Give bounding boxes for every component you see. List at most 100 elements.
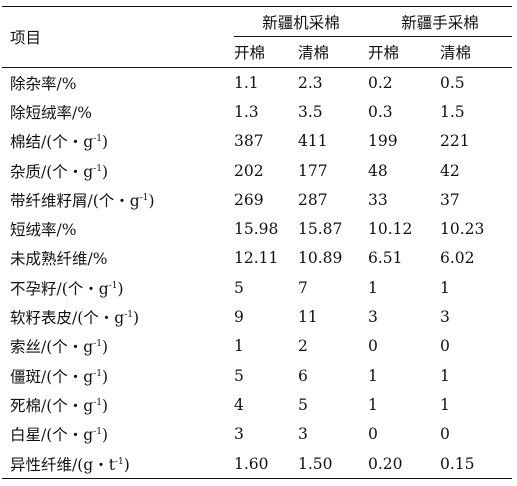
header-group-hand: 新疆手采棉 bbox=[368, 6, 512, 37]
table-body: 除杂率/% 1.1 2.3 0.2 0.5 除短绒率/% 1.3 3.5 0.3 1.5 棉结/(个… bbox=[2, 68, 512, 480]
cell-hand-open: 6.51 bbox=[368, 249, 403, 268]
cell-hand-clean: 0.15 bbox=[440, 448, 512, 480]
cell-hand-open: 0.3 bbox=[368, 102, 393, 121]
cell-hand-clean: 1.5 bbox=[440, 102, 465, 121]
cell-hand-open: 33 bbox=[368, 190, 388, 209]
cell-hand-clean: 1 bbox=[440, 395, 450, 414]
table-row: 不孕籽/(个・g-1) 5 7 1 1 bbox=[2, 273, 512, 302]
cell-machine-open: 1.1 bbox=[234, 73, 259, 92]
row-label-text: 除杂率/% bbox=[10, 74, 77, 93]
row-label: 除杂率/% bbox=[2, 68, 234, 98]
row-label-suffix: ) bbox=[101, 133, 109, 152]
cell-machine-clean: 2.3 bbox=[298, 73, 323, 92]
cell-hand-clean: 42 bbox=[440, 161, 460, 180]
table-row: 白星/(个・g-1) 3 3 0 0 bbox=[2, 420, 512, 449]
row-label: 短绒率/% bbox=[2, 214, 234, 243]
cell-machine-open: 15.98 bbox=[234, 220, 279, 239]
cell-machine-clean: 6 bbox=[298, 366, 308, 385]
row-label-text: 短绒率/% bbox=[10, 221, 77, 240]
row-label-suffix: ) bbox=[132, 309, 140, 328]
row-label-suffix: ) bbox=[101, 367, 109, 386]
row-label-suffix: ) bbox=[148, 191, 155, 210]
table-row: 索丝/(个・g-1) 1 2 0 0 bbox=[2, 332, 512, 361]
row-label-text: 白星/(个・g bbox=[10, 426, 94, 445]
cell-hand-clean: 10.23 bbox=[440, 220, 485, 239]
cell-hand-open: 10.12 bbox=[368, 220, 413, 239]
row-label-text: 僵斑/(个・g bbox=[10, 367, 94, 386]
cell-machine-clean: 10.89 bbox=[298, 249, 343, 268]
cell-machine-open: 5 bbox=[234, 278, 244, 297]
unit-superscript: -1 bbox=[93, 163, 102, 174]
cell-machine-open: 1 bbox=[234, 337, 244, 356]
cell-machine-open: 9 bbox=[234, 308, 244, 327]
cell-hand-clean: 1 bbox=[440, 278, 450, 297]
row-label: 异性纤维/(g・t-1) bbox=[2, 448, 234, 480]
table-row: 异性纤维/(g・t-1) 1.60 1.50 0.20 0.15 bbox=[2, 448, 512, 480]
row-label-text: 未成熟纤维/% bbox=[10, 250, 108, 269]
table-row: 除短绒率/% 1.3 3.5 0.3 1.5 bbox=[2, 97, 512, 126]
table-row: 除杂率/% 1.1 2.3 0.2 0.5 bbox=[2, 68, 512, 98]
row-label-text: 除短绒率/% bbox=[10, 103, 92, 122]
cell-hand-open: 0.20 bbox=[368, 448, 440, 480]
row-label: 死棉/(个・g-1) bbox=[2, 390, 234, 419]
unit-superscript: -1 bbox=[93, 368, 102, 379]
table-row: 软籽表皮/(个・g-1) 9 11 3 3 bbox=[2, 302, 512, 331]
row-label-text: 索丝/(个・g bbox=[10, 338, 94, 357]
table-row: 杂质/(个・g-1) 202 177 48 42 bbox=[2, 156, 512, 185]
row-label-suffix: ) bbox=[123, 455, 130, 474]
row-label-suffix: ) bbox=[101, 396, 109, 415]
cell-machine-clean: 287 bbox=[298, 190, 328, 209]
cell-hand-clean: 221 bbox=[440, 132, 470, 151]
cell-machine-clean: 177 bbox=[298, 161, 328, 180]
cell-machine-open: 12.11 bbox=[234, 249, 279, 268]
cell-machine-open: 387 bbox=[234, 132, 264, 151]
cell-machine-clean: 2 bbox=[298, 337, 308, 356]
unit-superscript: -1 bbox=[108, 280, 118, 291]
row-label: 除短绒率/% bbox=[2, 97, 234, 126]
table-header: 项目 新疆机采棉 新疆手采棉 开棉 清棉 开棉 清棉 bbox=[2, 6, 512, 68]
cell-machine-clean: 3 bbox=[298, 425, 308, 444]
row-label: 棉结/(个・g-1) bbox=[2, 127, 234, 156]
row-label: 杂质/(个・g-1) bbox=[2, 156, 234, 185]
row-label-suffix: ) bbox=[117, 279, 124, 298]
cell-machine-open: 269 bbox=[234, 190, 264, 209]
row-label-text: 带纤维籽屑/(个・g bbox=[10, 191, 140, 210]
table-row: 短绒率/% 15.98 15.87 10.12 10.23 bbox=[2, 214, 512, 243]
row-label: 不孕籽/(个・g-1) bbox=[2, 273, 234, 302]
row-label: 索丝/(个・g-1) bbox=[2, 332, 234, 361]
row-label: 带纤维籽屑/(个・g-1) bbox=[2, 185, 234, 214]
row-label: 软籽表皮/(个・g-1) bbox=[2, 302, 234, 331]
cell-hand-open: 199 bbox=[368, 132, 398, 151]
cell-hand-open: 0.2 bbox=[368, 73, 393, 92]
cell-hand-open: 0 bbox=[368, 337, 378, 356]
table-row: 僵斑/(个・g-1) 5 6 1 1 bbox=[2, 361, 512, 390]
cell-machine-clean: 5 bbox=[298, 395, 308, 414]
row-label-text: 死棉/(个・g bbox=[10, 396, 94, 415]
cell-machine-clean: 15.87 bbox=[298, 220, 343, 239]
cell-machine-open: 5 bbox=[234, 366, 244, 385]
unit-superscript: -1 bbox=[124, 310, 133, 321]
cell-hand-open: 48 bbox=[368, 161, 388, 180]
row-label-text: 不孕籽/(个・g bbox=[10, 279, 109, 298]
header-hand-open: 开棉 bbox=[368, 36, 440, 68]
cell-machine-open: 1.3 bbox=[234, 102, 259, 121]
cell-hand-clean: 0 bbox=[440, 425, 450, 444]
row-label-text: 软籽表皮/(个・g bbox=[10, 309, 125, 328]
cell-machine-open: 3 bbox=[234, 425, 244, 444]
cell-hand-open: 1 bbox=[368, 366, 378, 385]
cell-hand-open: 1 bbox=[368, 278, 378, 297]
unit-superscript: -1 bbox=[139, 192, 149, 203]
table-row: 未成熟纤维/% 12.11 10.89 6.51 6.02 bbox=[2, 244, 512, 273]
table-row: 带纤维籽屑/(个・g-1) 269 287 33 37 bbox=[2, 185, 512, 214]
cell-machine-open: 202 bbox=[234, 161, 264, 180]
row-label-suffix: ) bbox=[101, 426, 109, 445]
cell-machine-clean: 411 bbox=[298, 132, 328, 151]
unit-superscript: -1 bbox=[93, 134, 102, 145]
cell-machine-clean: 3.5 bbox=[298, 102, 323, 121]
row-label: 僵斑/(个・g-1) bbox=[2, 361, 234, 390]
table-row: 棉结/(个・g-1) 387 411 199 221 bbox=[2, 127, 512, 156]
cell-hand-clean: 3 bbox=[440, 308, 450, 327]
cell-hand-clean: 6.02 bbox=[440, 249, 475, 268]
cell-machine-clean: 7 bbox=[298, 278, 308, 297]
header-machine-clean: 清棉 bbox=[298, 36, 368, 68]
